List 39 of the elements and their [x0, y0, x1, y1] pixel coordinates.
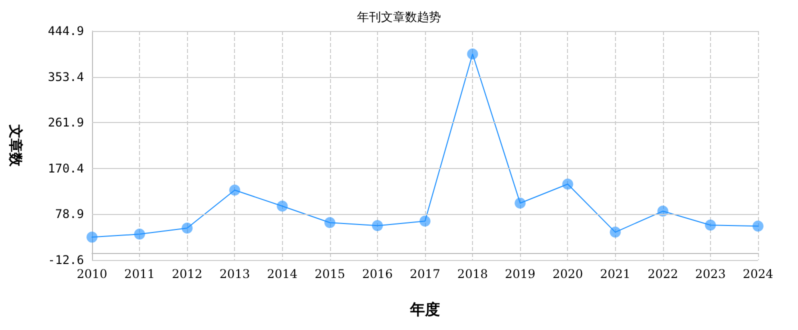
chart-title: 年刊文章数趋势 [357, 10, 441, 24]
x-tick-label: 2017 [410, 267, 440, 281]
point [276, 200, 288, 212]
x-tick-label: 2013 [219, 267, 250, 281]
x-tick-label: 2022 [648, 267, 678, 281]
point [752, 220, 764, 232]
x-tick-label: 2023 [695, 267, 726, 281]
x-tick-label: 2018 [457, 267, 488, 281]
x-tick-label: 2021 [600, 267, 631, 281]
x-tick-label: 2010 [76, 267, 108, 281]
y-tick-label: 444.9 [48, 24, 84, 38]
point [182, 222, 193, 234]
x-tick-label: 2014 [267, 267, 298, 281]
point [704, 220, 716, 231]
point [467, 48, 478, 60]
x-tick-label: 2020 [552, 267, 583, 281]
y-tick-label: 261.9 [48, 116, 84, 130]
point [134, 228, 146, 240]
y-tick-label: 170.4 [48, 161, 84, 176]
point [86, 232, 98, 243]
point [657, 206, 668, 217]
point [562, 178, 574, 190]
y-tick-label: 353.4 [48, 70, 84, 84]
point [610, 226, 621, 238]
y-tick-label: -12.6 [48, 253, 84, 267]
point [229, 184, 240, 196]
point [324, 217, 336, 228]
x-tick-label: 2019 [504, 267, 536, 281]
y-tick-label: 78.9 [55, 207, 84, 222]
x-tick-label: 2015 [314, 267, 346, 281]
x-tick-label: 2012 [172, 267, 202, 281]
point [420, 216, 430, 227]
x-tick-label: 2011 [124, 267, 155, 281]
x-tick-label: 2024 [742, 267, 774, 281]
x-tick-label: 2016 [362, 267, 393, 281]
point [514, 198, 526, 209]
point [372, 220, 383, 232]
x-axis-title: 年度 [409, 300, 440, 318]
y-axis-title: 文章数 [7, 124, 24, 168]
